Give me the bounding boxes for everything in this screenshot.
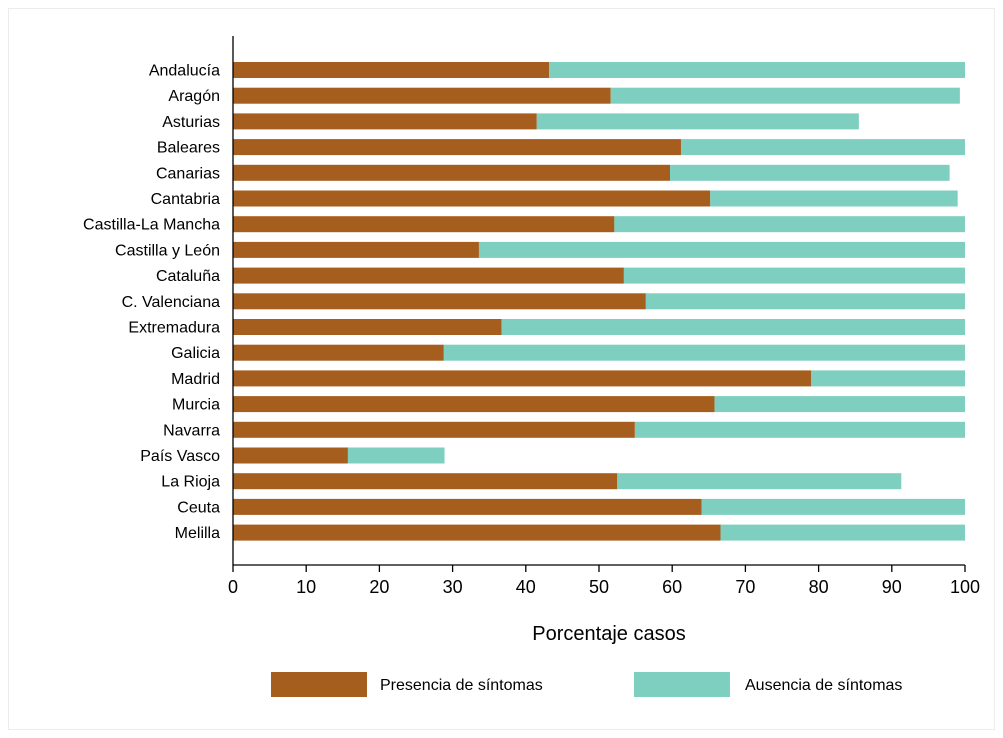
bar-ausencia-1 xyxy=(610,87,960,104)
category-label: Navarra xyxy=(163,422,220,439)
category-label: Cataluña xyxy=(156,268,220,285)
x-axis-title: Porcentaje casos xyxy=(532,623,685,645)
x-tick-label: 60 xyxy=(662,577,682,597)
category-label: País Vasco xyxy=(140,448,220,465)
bar-presencia-16 xyxy=(233,473,618,490)
bar-presencia-4 xyxy=(233,164,671,181)
bar-ausencia-16 xyxy=(617,473,902,490)
category-label: Cantabria xyxy=(151,191,220,208)
x-tick-label: 10 xyxy=(296,577,316,597)
bar-presencia-14 xyxy=(233,421,635,438)
bar-ausencia-0 xyxy=(549,62,965,78)
category-label: Andalucía xyxy=(149,63,220,80)
bar-ausencia-13 xyxy=(714,396,965,413)
bar-presencia-5 xyxy=(233,190,711,207)
x-tick-label: 40 xyxy=(516,577,536,597)
bar-presencia-17 xyxy=(233,498,702,515)
category-label: Murcia xyxy=(172,397,220,414)
bar-ausencia-18 xyxy=(720,524,965,541)
bar-presencia-3 xyxy=(233,139,681,156)
category-label: Madrid xyxy=(171,371,220,388)
bar-ausencia-12 xyxy=(811,370,965,387)
bar-presencia-12 xyxy=(233,370,812,387)
bar-presencia-0 xyxy=(233,62,550,78)
legend-swatch-ausencia xyxy=(634,672,730,697)
bar-ausencia-6 xyxy=(614,216,965,233)
bar-ausencia-9 xyxy=(645,293,965,310)
legend: Presencia de síntomas Ausencia de síntoma… xyxy=(271,672,902,697)
bar-ausencia-17 xyxy=(701,498,965,515)
bar-ausencia-14 xyxy=(634,421,965,438)
bar-ausencia-2 xyxy=(536,113,859,130)
category-label: Extremadura xyxy=(128,320,220,337)
x-tick-label: 80 xyxy=(809,577,829,597)
bar-ausencia-5 xyxy=(710,190,958,207)
bar-ausencia-8 xyxy=(623,267,965,284)
bar-ausencia-7 xyxy=(478,241,965,258)
bar-ausencia-11 xyxy=(443,344,965,361)
category-label: La Rioja xyxy=(161,474,220,491)
bar-presencia-15 xyxy=(233,447,348,464)
legend-label-presencia: Presencia de síntomas xyxy=(380,677,543,694)
x-tick-label: 30 xyxy=(443,577,463,597)
x-tick-label: 70 xyxy=(735,577,755,597)
bar-presencia-13 xyxy=(233,396,715,413)
x-tick-label: 100 xyxy=(950,577,980,597)
category-label: C. Valenciana xyxy=(122,294,221,311)
x-axis: 0 10 20 30 40 50 60 70 80 90 100 xyxy=(228,36,980,597)
bars-layer xyxy=(233,62,965,541)
bar-ausencia-3 xyxy=(680,139,965,156)
bar-presencia-2 xyxy=(233,113,537,130)
legend-label-ausencia: Ausencia de síntomas xyxy=(745,677,902,694)
category-label: Castilla y León xyxy=(115,242,220,259)
bar-presencia-8 xyxy=(233,267,624,284)
bar-presencia-6 xyxy=(233,216,615,233)
x-tick-label: 0 xyxy=(228,577,238,597)
bar-presencia-7 xyxy=(233,241,479,258)
bar-ausencia-4 xyxy=(670,164,950,181)
legend-swatch-presencia xyxy=(271,672,367,697)
bar-presencia-18 xyxy=(233,524,721,541)
bar-presencia-10 xyxy=(233,319,502,335)
bar-ausencia-10 xyxy=(501,319,965,335)
category-label: Castilla-La Mancha xyxy=(83,217,220,234)
category-label: Canarias xyxy=(156,165,220,182)
category-label: Melilla xyxy=(175,525,220,542)
x-tick-label: 50 xyxy=(589,577,609,597)
bar-presencia-1 xyxy=(233,87,611,104)
bar-presencia-9 xyxy=(233,293,646,310)
category-label: Asturias xyxy=(162,114,220,131)
category-label: Galicia xyxy=(171,345,220,362)
category-label: Ceuta xyxy=(177,499,220,516)
x-tick-label: 20 xyxy=(369,577,389,597)
category-label: Aragón xyxy=(168,88,220,105)
category-label: Baleares xyxy=(157,140,220,157)
bar-ausencia-15 xyxy=(347,447,445,464)
category-labels: Andalucía Aragón Asturias Baleares Canarias C… xyxy=(83,63,220,543)
x-tick-label: 90 xyxy=(882,577,902,597)
bar-presencia-11 xyxy=(233,344,444,361)
